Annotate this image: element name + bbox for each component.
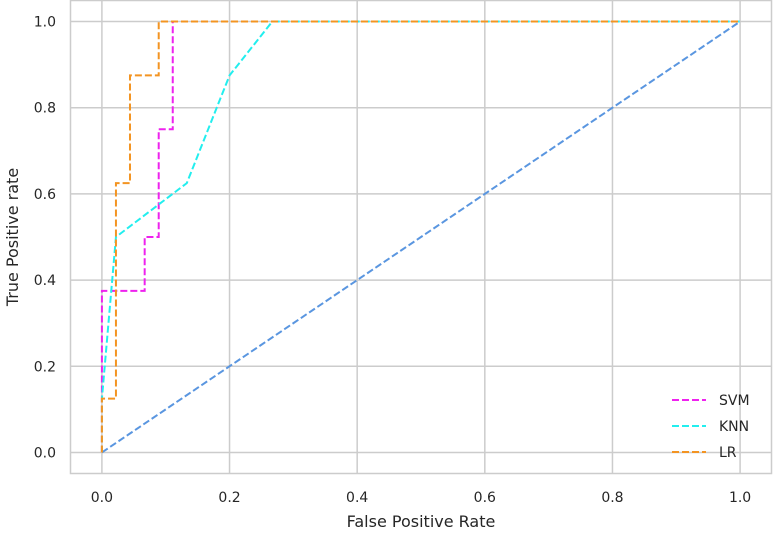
- x-tick-label: 0.0: [91, 490, 113, 506]
- y-tick-label: 0.6: [34, 187, 56, 203]
- y-tick-label: 0.0: [34, 445, 56, 461]
- legend-label-knn: KNN: [719, 419, 749, 435]
- x-tick-label: 0.6: [474, 490, 496, 506]
- x-tick-label: 0.4: [346, 490, 368, 506]
- y-axis-label: True Positive rate: [3, 168, 22, 307]
- legend-label-svm: SVM: [719, 393, 750, 409]
- x-tick-labels: 0.0 0.2 0.4 0.6 0.8 1.0: [91, 490, 751, 506]
- x-tick-label: 0.2: [218, 490, 240, 506]
- x-axis-label: False Positive Rate: [347, 512, 496, 531]
- x-tick-label: 1.0: [729, 490, 751, 506]
- series-line-svm: [100, 20, 741, 453]
- y-tick-label: 0.8: [34, 101, 56, 117]
- y-tick-label: 0.4: [34, 273, 56, 289]
- legend: SVM KNN LR: [672, 393, 750, 461]
- plot-frame: [69, 0, 773, 475]
- y-tick-label: 1.0: [34, 15, 56, 31]
- legend-label-lr: LR: [719, 445, 737, 461]
- x-tick-label: 0.8: [601, 490, 623, 506]
- y-tick-label: 0.2: [34, 359, 56, 375]
- series-line-diagonal: [101, 20, 741, 454]
- y-tick-labels: 0.0 0.2 0.4 0.6 0.8 1.0: [34, 15, 56, 462]
- grid-lines: [70, 0, 772, 474]
- series-layer: [100, 20, 741, 454]
